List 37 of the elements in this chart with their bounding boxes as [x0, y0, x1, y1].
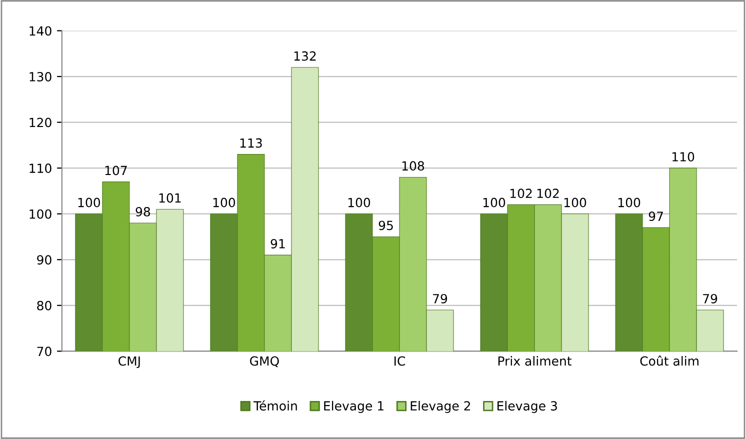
data-label: 95 [378, 220, 393, 230]
data-label: 91 [270, 239, 285, 248]
data-label: 110 [672, 152, 694, 162]
x-tick-label: Coût alim [640, 356, 698, 366]
data-label: 113 [240, 138, 262, 148]
y-tick-label: 70 [37, 346, 52, 356]
x-tick-label: CMJ [118, 356, 140, 368]
data-label: 100 [213, 198, 236, 208]
data-label: 107 [105, 166, 127, 176]
y-tick-label: 110 [30, 164, 52, 173]
y-tick-label: 90 [37, 255, 52, 265]
data-label: 108 [402, 161, 424, 171]
x-tick-label: Prix aliment [498, 356, 572, 366]
y-tick-label: 100 [30, 209, 52, 219]
y-tick-label: 130 [30, 72, 52, 82]
y-tick-label: 80 [37, 300, 52, 310]
data-label: 100 [78, 198, 100, 208]
y-tick-label: 140 [30, 26, 52, 36]
legend-label: Elevage 1 [324, 400, 384, 414]
data-label: 100 [564, 198, 586, 208]
legend-label: Elevage 3 [498, 400, 557, 414]
data-label: 100 [483, 198, 506, 208]
x-tick-label: IC [394, 356, 406, 366]
legend-label: Témoin [253, 400, 297, 411]
data-label: 102 [537, 188, 559, 198]
x-tick-label: GMQ [250, 356, 279, 368]
data-label: 101 [159, 193, 181, 203]
data-label: 132 [294, 51, 316, 61]
data-label: 102 [510, 188, 532, 198]
data-label: 100 [348, 198, 370, 208]
data-label: 100 [618, 198, 640, 208]
data-label: 79 [433, 294, 448, 304]
y-tick-label: 120 [30, 118, 52, 128]
data-label: 79 [703, 294, 718, 304]
data-label: 98 [136, 206, 150, 216]
legend-label: Elevage 2 [410, 400, 470, 414]
data-label: 97 [648, 212, 663, 221]
